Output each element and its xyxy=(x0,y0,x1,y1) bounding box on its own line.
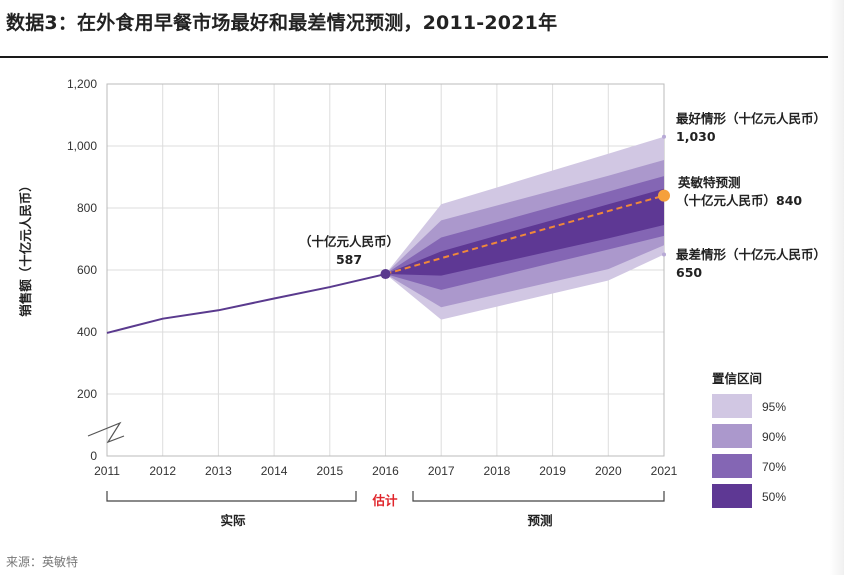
y-tick-labels: 0 200 400 600 800 1,000 1,200 xyxy=(67,77,97,463)
best-case-value: 1,030 xyxy=(676,129,716,144)
chart-title: 数据3：在外食用早餐市场最好和最差情况预测，2011-2021年 xyxy=(6,12,558,34)
period-estimate-label: 估计 xyxy=(371,493,398,508)
x-tick-label: 2017 xyxy=(428,464,455,478)
point-2016-value: 587 xyxy=(336,252,362,267)
legend-title: 置信区间 xyxy=(712,371,762,386)
period-forecast-label: 预测 xyxy=(527,513,552,528)
legend-label-90pct: 90% xyxy=(762,430,786,444)
worst-case-label: 最差情形（十亿元人民币） xyxy=(676,247,826,262)
period-actual-label: 实际 xyxy=(220,513,246,528)
forecast-label-line1: 英敏特预测 xyxy=(678,175,741,190)
x-tick-label: 2021 xyxy=(651,464,678,478)
y-tick-label: 0 xyxy=(90,449,97,463)
y-tick-label: 800 xyxy=(77,201,97,215)
source-note: 来源：英敏特 xyxy=(6,555,79,569)
x-tick-labels: 2011 2012 2013 2014 2015 2016 2017 2018 2019 2020… xyxy=(94,464,678,478)
marker-2021 xyxy=(658,189,670,202)
x-tick-label: 2016 xyxy=(372,464,399,478)
series-lines xyxy=(106,134,670,334)
marker-worst-case xyxy=(662,252,666,257)
point-2016-label: （十亿元人民币） xyxy=(299,234,399,249)
legend-label-70pct: 70% xyxy=(762,460,786,474)
x-tick-label: 2014 xyxy=(261,464,288,478)
x-tick-label: 2013 xyxy=(205,464,232,478)
x-tick-label: 2019 xyxy=(539,464,566,478)
legend: 95% 90% 70% 50% xyxy=(712,394,786,508)
actual-bracket xyxy=(106,491,357,502)
plot-frame xyxy=(106,83,665,457)
best-case-label: 最好情形（十亿元人民币） xyxy=(676,111,826,126)
worst-case-value: 650 xyxy=(676,265,702,280)
y-tick-label: 400 xyxy=(77,325,97,339)
confidence-bands xyxy=(385,136,664,320)
legend-label-95pct: 95% xyxy=(762,400,786,414)
axis-break-symbol xyxy=(87,421,125,444)
legend-swatch-90pct xyxy=(712,424,752,448)
x-tick-label: 2018 xyxy=(484,464,511,478)
y-tick-label: 600 xyxy=(77,263,97,277)
x-tick-label: 2012 xyxy=(149,464,176,478)
actual-line xyxy=(106,273,386,334)
legend-label-50pct: 50% xyxy=(762,490,786,504)
x-tick-label: 2011 xyxy=(94,464,120,478)
marker-best-case xyxy=(662,134,666,139)
y-tick-label: 200 xyxy=(77,387,97,401)
forecast-label-line2: （十亿元人民币）840 xyxy=(676,193,802,208)
title-rule xyxy=(0,56,828,58)
page-edge-shadow xyxy=(830,0,844,575)
marker-2016 xyxy=(380,269,391,280)
y-tick-label: 1,000 xyxy=(67,139,97,153)
y-tick-label: 1,200 xyxy=(67,77,97,91)
x-tick-label: 2020 xyxy=(595,464,622,478)
legend-swatch-95pct xyxy=(712,394,752,418)
legend-swatch-50pct xyxy=(712,484,752,508)
x-tick-label: 2015 xyxy=(316,464,343,478)
legend-swatch-70pct xyxy=(712,454,752,478)
forecast-line xyxy=(385,194,665,275)
y-axis-label: 销售额（十亿元人民币） xyxy=(18,179,33,317)
forecast-bracket xyxy=(412,491,665,502)
